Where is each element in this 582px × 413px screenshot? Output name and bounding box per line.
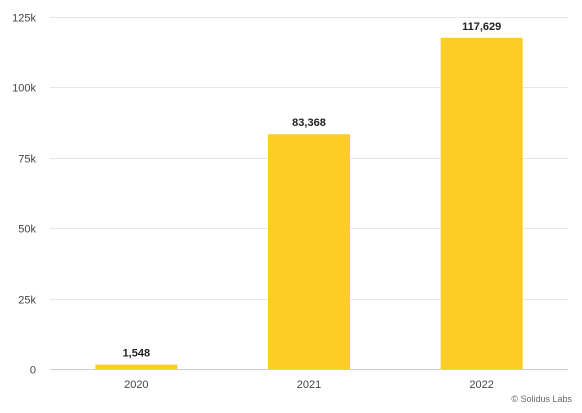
bar-2020 [95, 364, 178, 369]
y-axis-ticks: 0 25k 50k 75k 100k 125k [12, 13, 36, 377]
credit-text: © Solidus Labs [511, 394, 572, 404]
x-tick-label: 2022 [469, 379, 493, 391]
bars [95, 37, 523, 369]
bar-2021 [268, 134, 350, 369]
y-tick-label: 0 [30, 365, 36, 377]
y-tick-label: 25k [18, 295, 36, 307]
data-label: 1,548 [123, 348, 151, 360]
y-tick-label: 75k [18, 154, 36, 166]
x-tick-label: 2021 [297, 379, 321, 391]
y-tick-label: 125k [12, 13, 36, 25]
data-label: 83,368 [292, 117, 326, 129]
data-labels: 1,548 83,368 117,629 [123, 21, 502, 360]
x-tick-label: 2020 [124, 379, 148, 391]
y-tick-label: 50k [18, 224, 36, 236]
x-axis-ticks: 2020 2021 2022 [124, 379, 494, 391]
y-tick-label: 100k [12, 83, 36, 95]
bar-2022 [440, 37, 523, 369]
data-label: 117,629 [462, 21, 501, 33]
